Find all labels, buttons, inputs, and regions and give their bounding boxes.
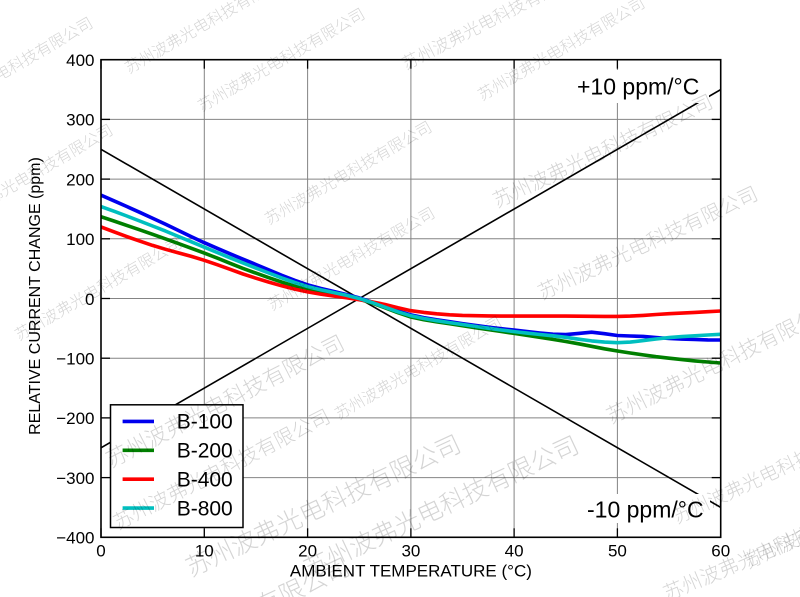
svg-text:60: 60 — [711, 541, 730, 560]
svg-text:20: 20 — [298, 541, 317, 560]
svg-text:400: 400 — [66, 51, 94, 70]
svg-text:100: 100 — [66, 230, 94, 249]
svg-text:AMBIENT TEMPERATURE (°C): AMBIENT TEMPERATURE (°C) — [290, 562, 532, 581]
svg-text:0: 0 — [85, 290, 94, 309]
svg-text:30: 30 — [401, 541, 420, 560]
svg-text:RELATIVE CURRENT CHANGE (ppm): RELATIVE CURRENT CHANGE (ppm) — [27, 157, 44, 435]
svg-text:−400: −400 — [56, 529, 94, 548]
svg-text:−300: −300 — [56, 469, 94, 488]
svg-text:-10 ppm/°C: -10 ppm/°C — [587, 497, 704, 523]
svg-text:50: 50 — [608, 541, 627, 560]
svg-text:B-400: B-400 — [177, 468, 233, 491]
svg-text:B-200: B-200 — [177, 440, 233, 463]
svg-text:40: 40 — [505, 541, 524, 560]
svg-text:+10 ppm/°C: +10 ppm/°C — [577, 73, 699, 99]
svg-text:300: 300 — [66, 111, 94, 130]
svg-text:−200: −200 — [56, 409, 94, 428]
svg-text:200: 200 — [66, 170, 94, 189]
svg-text:0: 0 — [96, 541, 105, 560]
svg-text:B-800: B-800 — [177, 497, 233, 520]
svg-text:B-100: B-100 — [177, 411, 233, 434]
svg-text:−100: −100 — [56, 350, 94, 369]
